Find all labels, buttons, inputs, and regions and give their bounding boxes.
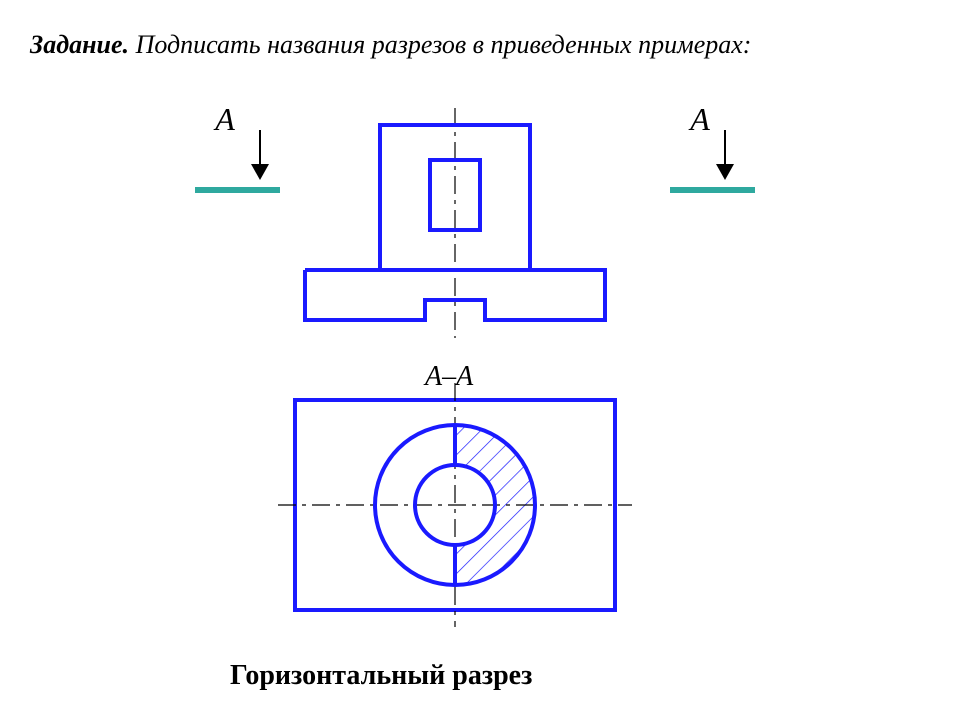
section-arrow-left	[251, 164, 269, 180]
section-letter-left: А	[213, 101, 235, 137]
section-letter-right: А	[688, 101, 710, 137]
caption-text: Горизонтальный разрез	[230, 660, 532, 692]
section-label: А–А	[423, 361, 474, 392]
section-arrow-right	[716, 164, 734, 180]
technical-drawing: А А А–А	[0, 0, 960, 720]
